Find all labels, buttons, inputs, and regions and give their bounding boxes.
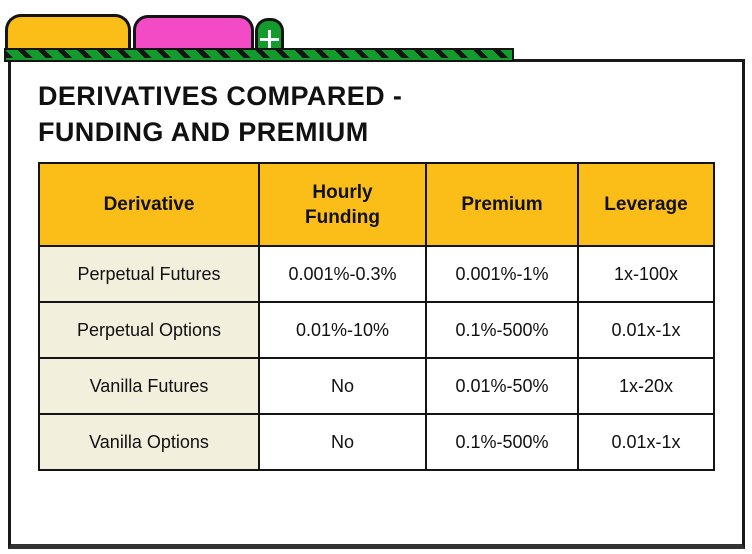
plus-icon — [260, 30, 279, 49]
cell-derivative: Vanilla Futures — [38, 357, 260, 415]
cell-premium: 0.1%-500% — [425, 413, 579, 471]
cell-derivative: Vanilla Options — [38, 413, 260, 471]
cell-premium: 0.1%-500% — [425, 301, 579, 359]
column-header-leverage: Leverage — [577, 162, 715, 247]
table-row-perpetual-options: Perpetual Options 0.01%-10% 0.1%-500% 0.… — [38, 301, 715, 359]
table-header-row: Derivative Hourly Funding Premium Levera… — [38, 162, 715, 247]
cell-derivative: Perpetual Futures — [38, 245, 260, 303]
page-title-line2: FUNDING AND PREMIUM — [38, 117, 369, 147]
cell-hourly-funding: No — [258, 357, 427, 415]
cell-derivative: Perpetual Options — [38, 301, 260, 359]
table-row-perpetual-futures: Perpetual Futures 0.001%-0.3% 0.001%-1% … — [38, 245, 715, 303]
diagonal-stripes-pattern — [6, 50, 512, 58]
cell-premium: 0.001%-1% — [425, 245, 579, 303]
column-header-premium: Premium — [425, 162, 579, 247]
page-title-line1: DERIVATIVES COMPARED - — [38, 81, 403, 111]
cell-hourly-funding: 0.01%-10% — [258, 301, 427, 359]
cell-hourly-funding: No — [258, 413, 427, 471]
page-title: DERIVATIVES COMPARED - FUNDING AND PREMI… — [38, 78, 742, 150]
column-header-hourly-funding-label: Hourly Funding — [305, 181, 380, 228]
column-header-derivative: Derivative — [38, 162, 260, 247]
cell-premium: 0.01%-50% — [425, 357, 579, 415]
comparison-table: Derivative Hourly Funding Premium Levera… — [38, 162, 715, 471]
cell-leverage: 1x-20x — [577, 357, 715, 415]
cell-leverage: 1x-100x — [577, 245, 715, 303]
content-window: DERIVATIVES COMPARED - FUNDING AND PREMI… — [8, 59, 745, 549]
cell-hourly-funding: 0.001%-0.3% — [258, 245, 427, 303]
striped-toolbar — [4, 48, 514, 62]
cell-leverage: 0.01x-1x — [577, 301, 715, 359]
table-row-vanilla-futures: Vanilla Futures No 0.01%-50% 1x-20x — [38, 357, 715, 415]
table-row-vanilla-options: Vanilla Options No 0.1%-500% 0.01x-1x — [38, 413, 715, 471]
column-header-hourly-funding: Hourly Funding — [258, 162, 427, 247]
cell-leverage: 0.01x-1x — [577, 413, 715, 471]
